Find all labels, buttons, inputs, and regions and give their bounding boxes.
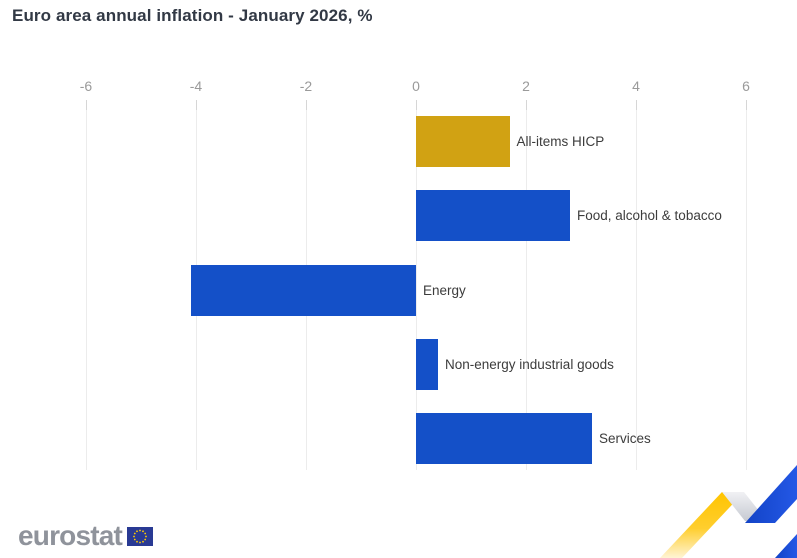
gridline [746, 100, 747, 470]
eu-flag-star [139, 529, 141, 531]
gridline [636, 100, 637, 470]
bar-services [416, 413, 592, 464]
eu-flag-star [133, 532, 136, 534]
bar-label: All-items HICP [516, 134, 605, 149]
axis-tick [746, 100, 747, 110]
axis-tick-label: -2 [299, 78, 313, 94]
bar-label: Energy [423, 282, 466, 298]
bar-label: Food, alcohol & tobacco [577, 208, 722, 224]
eu-flag-star [145, 535, 147, 537]
eu-flag-star [133, 538, 136, 540]
axis-tick-label: 2 [522, 78, 530, 94]
gridline [416, 100, 417, 470]
ribbon-yellow-segment [660, 492, 744, 558]
gridline [526, 100, 527, 470]
bar-energy [190, 264, 416, 316]
ribbon-blue-corner-segment [775, 534, 797, 558]
eu-flag-star [136, 529, 138, 532]
axis-tick [636, 100, 637, 110]
bar-label: Non-energy industrial goods [445, 356, 614, 372]
chart-title: Euro area annual inflation - January 202… [12, 6, 373, 25]
trend-ribbon-graphic [660, 465, 797, 558]
ribbon-blue-segment [745, 465, 797, 523]
axis-tick-label: 6 [742, 78, 750, 94]
eurostat-logo: eurostat [18, 520, 154, 551]
bar-all-items-hicp [416, 116, 510, 167]
eu-flag-star [136, 540, 138, 543]
axis-tick [416, 100, 417, 110]
bar-label: Services [599, 431, 651, 446]
axis-tick [526, 100, 527, 110]
axis-tick-label: -4 [189, 78, 203, 94]
eu-flag-star [142, 540, 144, 543]
eu-flag-star [139, 541, 141, 543]
axis-tick [86, 100, 87, 110]
eu-flag-star [133, 535, 135, 537]
axis-tick [306, 100, 307, 110]
eu-flag-star [142, 529, 144, 532]
gridline [86, 100, 87, 470]
axis-tick-label: 0 [412, 78, 420, 94]
eu-flag-star [144, 532, 147, 534]
eu-flag-star [144, 538, 147, 540]
eurostat-logo-text: eurostat [18, 520, 123, 551]
bar-food-alcohol-tobacco [416, 190, 570, 242]
eu-flag-icon [127, 526, 154, 546]
axis-tick-label: 4 [632, 78, 640, 94]
axis-tick [196, 100, 197, 110]
axis-tick-label: -6 [79, 78, 93, 94]
bar-non-energy-industrial-goods [416, 338, 438, 390]
